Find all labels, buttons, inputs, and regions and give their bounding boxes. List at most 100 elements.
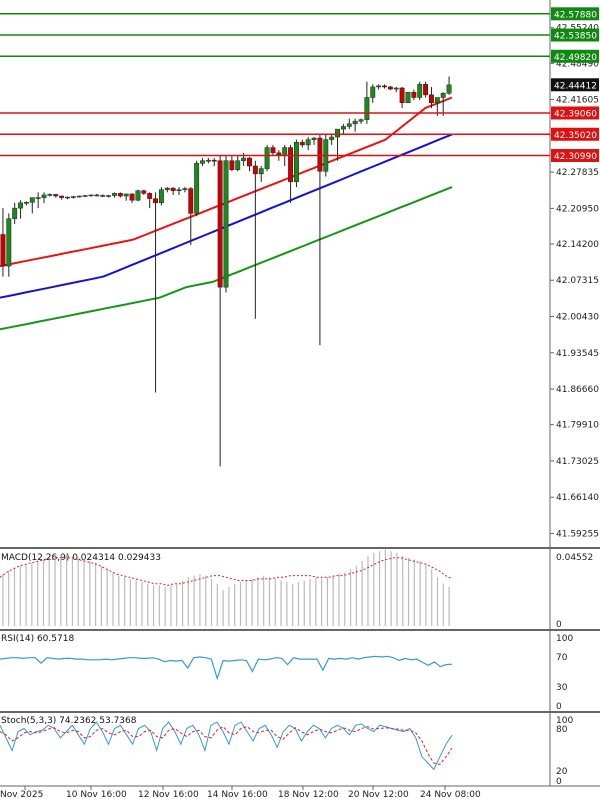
price-tick-label: 42.27835: [556, 168, 599, 178]
candle: [164, 187, 170, 193]
candle-body: [247, 157, 252, 167]
candle: [88, 194, 94, 197]
time-label: 12 Nov 16:00: [138, 790, 199, 799]
price-tick-label: 42.07315: [556, 276, 599, 286]
candle-body: [141, 190, 147, 194]
candle-body: [106, 195, 112, 197]
candle-body: [387, 86, 393, 90]
candle: [235, 155, 241, 172]
candle-body: [100, 195, 106, 197]
candle-body: [35, 197, 41, 199]
level-tag: [551, 28, 599, 42]
candle-body: [399, 87, 405, 104]
candle-body: [270, 147, 276, 154]
candle: [59, 195, 65, 200]
candle: [47, 193, 53, 197]
stoch-tick-20: 20: [556, 767, 568, 777]
candle: [123, 193, 129, 201]
candle: [41, 192, 47, 203]
candle: [200, 158, 205, 166]
candle: [29, 197, 35, 214]
candle: [440, 92, 446, 116]
candle: [364, 81, 370, 124]
candle: [399, 86, 405, 109]
rsi-panel: RSI(14) 60.5718 100 70 30 0: [0, 630, 573, 712]
time-label: 24 Nov 08:00: [420, 790, 481, 799]
time-axis: Nov 2025 10 Nov 16:00 12 Nov 16:00 14 Nov 1…: [0, 786, 481, 799]
candle: [382, 84, 387, 89]
candle-body: [47, 194, 53, 196]
candle-body: [188, 188, 194, 214]
stoch-d-line: [0, 725, 453, 765]
macd-panel: MACD(12,26,9) 0.024314 0.029433 0.04552 …: [0, 548, 593, 630]
candle: [141, 189, 147, 195]
candle-body: [76, 195, 82, 198]
candle-body: [288, 147, 294, 183]
candle: [94, 193, 100, 197]
candle-body: [88, 194, 94, 197]
candle: [417, 81, 423, 101]
stoch-tick-0: 0: [556, 777, 562, 787]
candle-body: [311, 137, 317, 140]
candle-body: [170, 187, 176, 191]
candle-body: [382, 85, 387, 88]
rsi-tick-0: 0: [556, 702, 562, 712]
candle-body: [252, 165, 258, 175]
candle-body: [200, 160, 205, 164]
candle: [117, 192, 123, 198]
candle: [153, 192, 159, 393]
candle-body: [53, 194, 59, 197]
candle-body: [305, 139, 311, 146]
candle: [370, 84, 376, 103]
candle-body: [117, 193, 123, 197]
candle: [299, 139, 305, 148]
candle-body: [423, 84, 429, 96]
candle-body: [299, 142, 305, 146]
price-tick-label: 41.66140: [556, 493, 599, 503]
candle-body: [358, 119, 364, 122]
candle-body: [205, 159, 211, 162]
candle-body: [158, 189, 164, 204]
rsi-tick-70: 70: [556, 653, 568, 663]
candle: [358, 118, 364, 124]
candle-body: [41, 194, 47, 198]
level-tag: [551, 7, 599, 21]
price-panel[interactable]: 42.5524042.4849042.4160542.3472042.27835…: [0, 0, 599, 548]
candle: [82, 194, 88, 198]
candle-body: [135, 190, 141, 201]
candle-body: [293, 142, 299, 183]
price-axis: 42.5524042.4849042.4160542.3472042.27835…: [550, 24, 599, 539]
candle: [106, 194, 112, 198]
stoch-title: Stoch(5,3,3) 74.2362 53.7368: [1, 716, 137, 726]
candle: [405, 91, 411, 104]
candle: [264, 144, 270, 172]
candle: [247, 157, 252, 172]
level-label: 42.57880: [554, 10, 597, 20]
candle-body: [94, 194, 100, 197]
candle-body: [335, 128, 340, 138]
candle-body: [329, 136, 335, 140]
rsi-line: [0, 655, 453, 681]
time-label: 10 Nov 16:00: [66, 790, 127, 799]
candle: [70, 196, 76, 199]
price-tick-label: 42.41605: [556, 96, 599, 106]
macd-tick-zero: 0: [556, 620, 562, 630]
price-tick-label: 42.14200: [556, 240, 599, 250]
candle-body: [12, 207, 18, 219]
stoch-tick-80: 80: [556, 725, 568, 735]
candle-body: [440, 93, 446, 98]
candle-body: [346, 123, 352, 127]
candle: [211, 158, 217, 166]
candle-body: [241, 157, 247, 161]
candle-body: [164, 187, 170, 190]
candle-body: [429, 94, 434, 103]
candle: [205, 158, 211, 164]
level-label: 42.49820: [554, 53, 597, 63]
price-tick-label: 41.79910: [556, 421, 599, 431]
candle: [423, 81, 429, 98]
candle-body: [223, 160, 229, 288]
price-tick-label: 42.20950: [556, 204, 599, 214]
candle: [288, 144, 294, 203]
price-levels: 42.57880 42.53850 42.49820 42.39060 42.35020…: [0, 7, 599, 162]
